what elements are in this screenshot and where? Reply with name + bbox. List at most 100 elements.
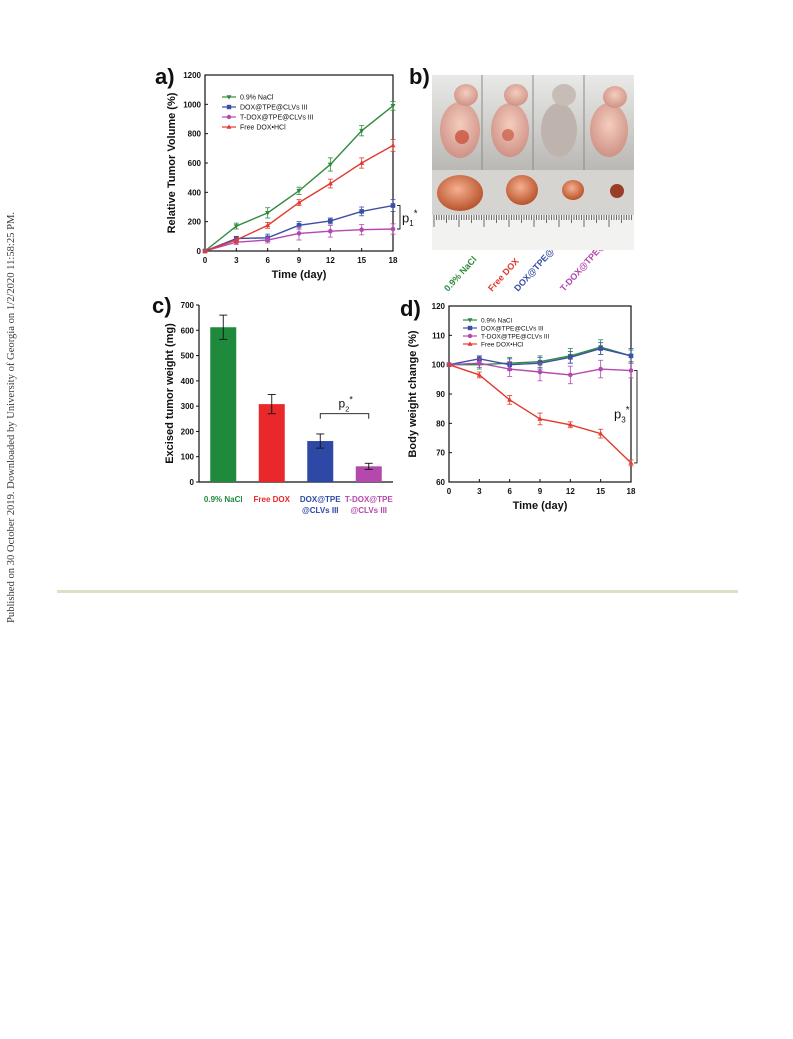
data-point: [265, 222, 271, 228]
y-axis-title: Relative Tumor Volume (%): [166, 92, 178, 233]
data-point: [233, 237, 239, 242]
data-point: [233, 224, 239, 229]
legend-marker: [467, 325, 473, 331]
y-tick-label: 1200: [183, 71, 201, 80]
bar: [355, 466, 382, 482]
x-tick-label: 3: [234, 256, 239, 265]
data-point: [628, 368, 634, 373]
data-point: [296, 231, 302, 236]
mouse-tumor-photo: [432, 75, 634, 250]
y-tick-label: 500: [181, 352, 195, 361]
data-point: [327, 180, 333, 186]
significance-bracket: [634, 370, 638, 464]
legend-label: T-DOX@TPE@CLVs III: [240, 115, 314, 122]
panel-label: a): [155, 64, 175, 89]
y-tick-label: 200: [188, 218, 202, 227]
series-0: 0.9% NaCl: [202, 95, 396, 254]
significance-bracket: [397, 205, 401, 230]
data-point: [328, 228, 333, 234]
x-tick-label: 6: [507, 487, 512, 496]
group-label: 0.9% NaCl: [442, 254, 479, 293]
excised-tumors: [437, 175, 624, 211]
data-point: [537, 369, 543, 375]
data-point: [598, 366, 603, 372]
x-tick-label: 12: [326, 256, 335, 265]
data-point: [359, 209, 364, 214]
y-tick-label: 80: [436, 419, 445, 428]
data-point: [296, 189, 302, 194]
y-axis-title: Body weight change (%): [407, 330, 419, 457]
y-tick-label: 70: [436, 449, 445, 458]
legend-label: 0.9% NaCl: [481, 318, 513, 325]
data-point: [568, 355, 573, 360]
significance-label: p2*: [339, 394, 354, 413]
data-point: [327, 162, 333, 168]
panel-label: b): [409, 64, 430, 89]
legend-marker: [467, 318, 473, 323]
y-tick-label: 600: [181, 326, 195, 335]
y-tick-label: 200: [181, 427, 195, 436]
legend-label: T-DOX@TPE@CLVs III: [481, 334, 550, 341]
data-point: [507, 366, 512, 372]
legend-label: DOX@TPE@CLVs III: [240, 105, 307, 112]
category-label: 0.9% NaCl: [204, 495, 243, 504]
data-point: [477, 360, 482, 366]
y-tick-label: 90: [436, 390, 445, 399]
data-point: [359, 128, 365, 134]
y-tick-label: 1000: [183, 100, 201, 109]
legend-label: DOX@TPE@CLVs III: [481, 326, 544, 333]
data-point: [537, 416, 543, 421]
data-point: [507, 397, 513, 402]
data-point: [359, 160, 365, 165]
panel-label: c): [152, 293, 172, 318]
category-label: DOX@TPE: [300, 495, 341, 504]
data-point: [202, 248, 208, 253]
panel-label: d): [400, 296, 421, 321]
legend-marker: [226, 104, 232, 110]
category-label: @CLVs III: [302, 506, 339, 515]
chart-panel-d: d) 0 3 6 9 12 15 18 60 70 80 90 100 110 120 Time (day) B…: [400, 296, 638, 512]
y-tick-label: 0: [190, 478, 195, 487]
series-3: Free DOX•HCl: [446, 341, 634, 467]
series-2: T-DOX@TPE@CLVs III: [202, 114, 396, 254]
y-tick-label: 400: [188, 188, 202, 197]
x-tick-label: 6: [265, 256, 270, 265]
data-point: [598, 346, 603, 351]
legend-marker: [226, 95, 232, 100]
x-axis-title: Time (day): [272, 269, 327, 281]
x-tick-label: 0: [447, 487, 452, 496]
x-tick-label: 15: [357, 256, 366, 265]
data-point: [567, 422, 573, 427]
y-tick-label: 0: [197, 247, 202, 256]
bar: [210, 327, 237, 482]
legend-marker: [226, 114, 232, 120]
x-tick-label: 3: [477, 487, 482, 496]
data-point: [296, 199, 302, 205]
y-tick-label: 300: [181, 402, 195, 411]
x-tick-label: 9: [297, 256, 302, 265]
data-point: [359, 227, 364, 233]
legend-label: 0.9% NaCl: [240, 95, 274, 102]
data-point: [628, 353, 634, 359]
data-point: [390, 142, 396, 148]
x-tick-label: 18: [389, 256, 398, 265]
y-tick-label: 600: [188, 159, 202, 168]
data-point: [390, 203, 396, 208]
data-point: [265, 211, 271, 216]
y-tick-label: 120: [432, 302, 446, 311]
data-point: [476, 372, 482, 377]
chart-panel-c: c) 0 100 200 300 400 500 600 700 Excised tumor we…: [152, 293, 393, 515]
series-3: Free DOX•HCl: [202, 124, 396, 253]
data-point: [265, 237, 270, 243]
category-label: @CLVs III: [350, 506, 387, 515]
x-tick-label: 0: [203, 256, 208, 265]
mouse-image: [440, 84, 628, 158]
chart-panel-a: a) 0 3 6 9 12 15 18 0 200 400 600 800 1000 1200 Time (d…: [155, 64, 418, 281]
x-tick-label: 12: [566, 487, 575, 496]
data-point: [628, 460, 634, 465]
data-point: [598, 430, 604, 436]
legend-marker: [467, 341, 473, 346]
data-point: [296, 223, 302, 228]
x-tick-label: 15: [596, 487, 605, 496]
significance-label: p3*: [614, 405, 630, 425]
